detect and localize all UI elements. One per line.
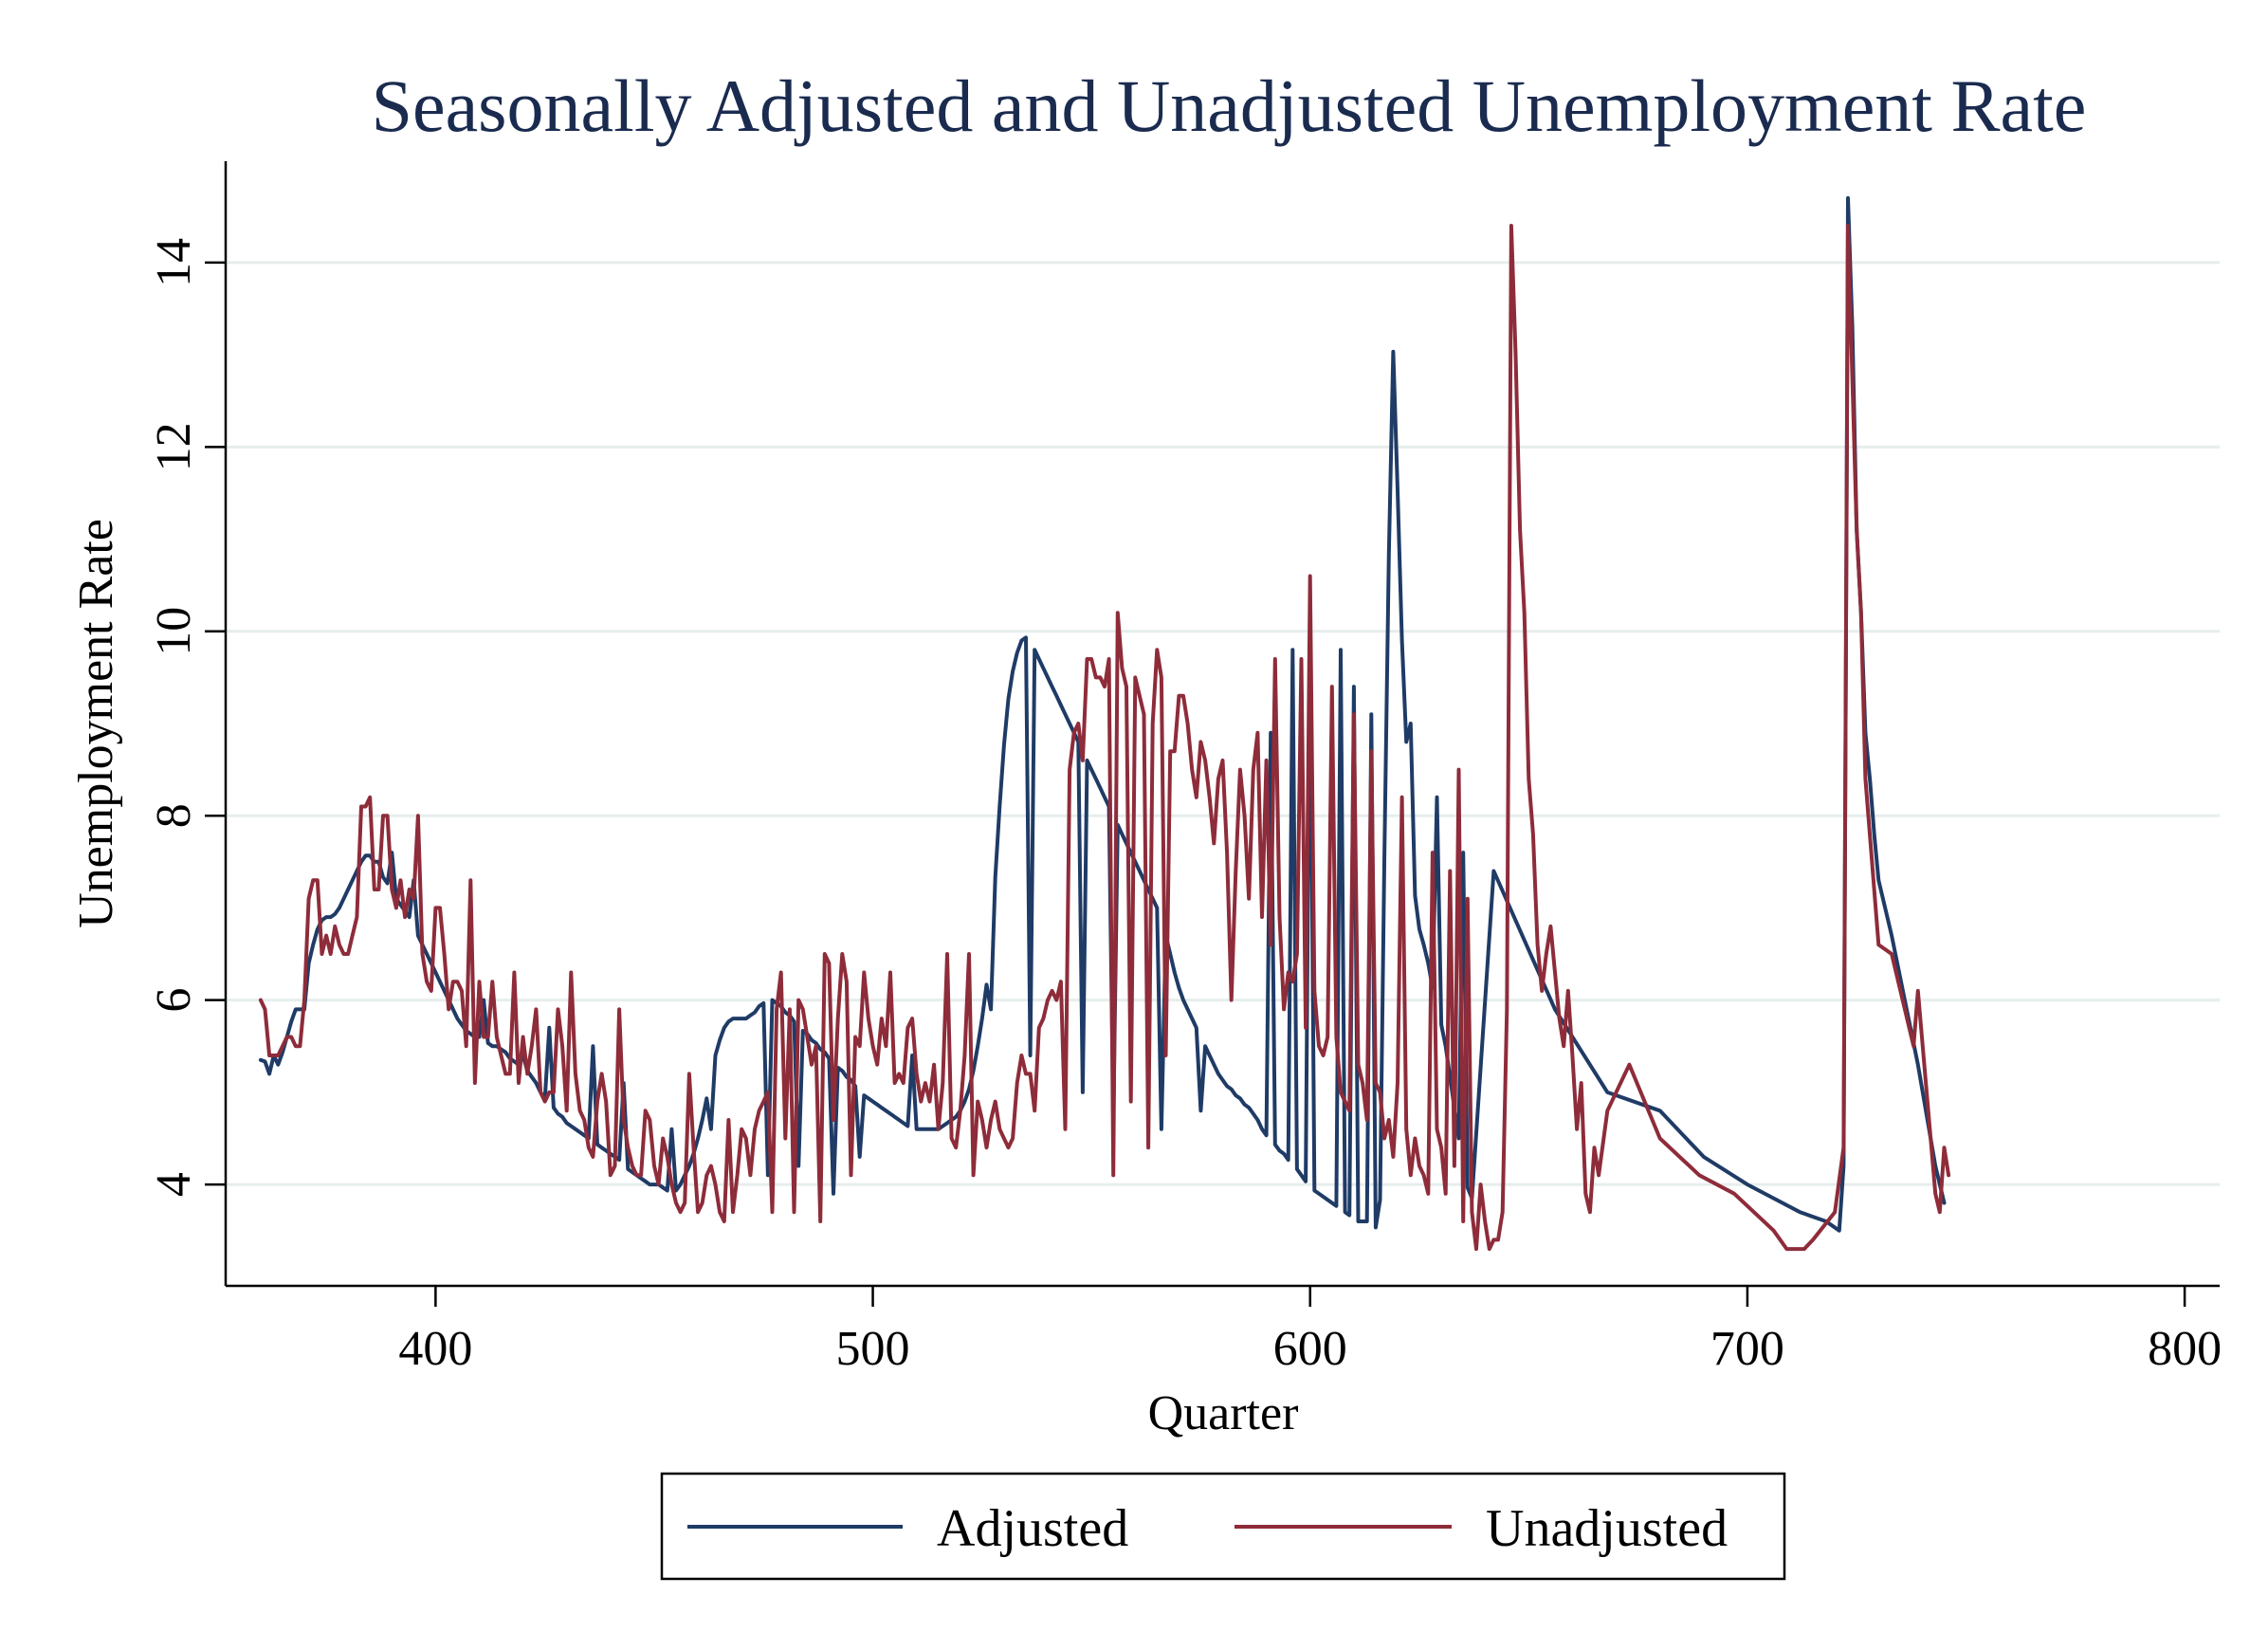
y-tick-label: 14 bbox=[147, 238, 201, 287]
x-tick-label: 500 bbox=[836, 1322, 910, 1376]
x-axis-title: Quarter bbox=[1148, 1386, 1299, 1440]
y-tick-label: 4 bbox=[147, 1172, 201, 1197]
y-axis-title: Unemployment Rate bbox=[69, 519, 123, 928]
x-tick-label: 600 bbox=[1273, 1322, 1347, 1376]
axes bbox=[224, 161, 2220, 1288]
legend-label-unadjusted: Unadjusted bbox=[1486, 1499, 1728, 1558]
series-line-unadjusted bbox=[258, 224, 1951, 1252]
x-ticks: 400 500 600 700 800 bbox=[398, 1286, 2222, 1376]
chart-title: Seasonally Adjusted and Unadjusted Unemp… bbox=[372, 64, 2087, 147]
y-tick-label: 6 bbox=[147, 988, 201, 1013]
x-tick-label: 800 bbox=[2148, 1322, 2222, 1376]
y-tick-label: 10 bbox=[147, 607, 201, 656]
x-tick-label: 400 bbox=[398, 1322, 472, 1376]
y-tick-label: 8 bbox=[147, 803, 201, 828]
y-tick-label: 12 bbox=[147, 422, 201, 471]
legend-label-adjusted: Adjusted bbox=[937, 1499, 1128, 1558]
legend: Adjusted Unadjusted bbox=[660, 1472, 1786, 1581]
series-line-adjusted bbox=[258, 195, 1947, 1233]
y-ticks: 4 6 8 10 12 14 bbox=[147, 238, 226, 1197]
x-tick-label: 700 bbox=[1710, 1322, 1784, 1376]
plot-lines bbox=[258, 195, 1951, 1252]
